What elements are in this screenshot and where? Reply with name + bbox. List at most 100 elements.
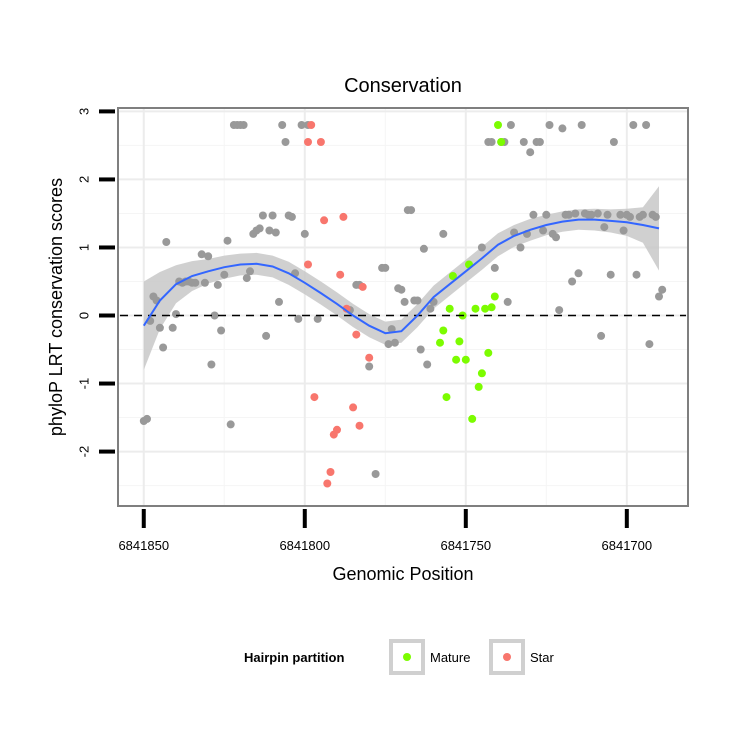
y-tick-label: 2	[77, 176, 92, 183]
legend-label-mature: Mature	[430, 650, 470, 665]
chart-title: Conservation	[344, 75, 462, 97]
star-point	[358, 282, 367, 291]
mature-point	[471, 304, 480, 313]
x-axis-ticks: 6841850 6841800 6841750 6841700	[118, 509, 652, 553]
other-point	[397, 285, 406, 294]
other-point	[426, 304, 435, 313]
mature-point	[497, 138, 506, 146]
star-point	[316, 138, 325, 146]
other-point	[239, 121, 248, 129]
other-point	[390, 338, 399, 347]
other-point	[300, 229, 309, 238]
other-point	[255, 224, 264, 233]
other-point	[384, 340, 393, 349]
other-point	[413, 296, 422, 305]
star-point	[326, 468, 335, 476]
other-point	[223, 236, 232, 245]
other-point	[651, 212, 660, 221]
legend: Hairpin partition Mature Star	[244, 639, 555, 675]
mature-point	[484, 348, 493, 357]
other-point	[365, 362, 374, 371]
x-tick-label: 6841750	[440, 538, 491, 553]
other-point	[519, 138, 528, 146]
star-point	[336, 270, 345, 279]
other-point	[275, 297, 283, 306]
other-point	[213, 280, 222, 289]
star-point	[323, 479, 332, 488]
other-point	[645, 340, 654, 349]
other-point	[191, 278, 200, 287]
other-point	[162, 238, 171, 246]
other-point	[606, 270, 615, 279]
other-point	[387, 325, 396, 334]
other-point	[619, 226, 628, 235]
legend-label-star: Star	[530, 650, 555, 665]
mature-point	[481, 304, 490, 313]
other-point	[294, 314, 303, 323]
other-point	[204, 252, 213, 261]
mature-point	[445, 304, 454, 313]
other-point	[281, 138, 290, 146]
other-point	[271, 228, 280, 237]
other-point	[407, 206, 416, 215]
mature-point	[448, 272, 457, 280]
other-point	[400, 297, 409, 306]
other-point	[642, 121, 651, 129]
smooth-curve	[142, 218, 660, 335]
other-point	[423, 360, 432, 369]
other-point	[603, 210, 612, 219]
star-point	[342, 304, 351, 313]
smooth-curve-layer	[142, 218, 660, 335]
other-point	[503, 297, 512, 306]
legend-star-marker	[503, 653, 511, 661]
other-point	[577, 121, 586, 129]
other-point	[593, 209, 602, 218]
star-point	[310, 393, 319, 402]
other-point	[564, 210, 573, 219]
mature-point	[477, 369, 486, 378]
other-point	[539, 226, 548, 235]
other-point	[313, 314, 322, 323]
legend-mature-marker	[403, 653, 411, 661]
other-point	[587, 210, 596, 219]
star-point	[339, 212, 348, 221]
other-point	[159, 343, 168, 352]
other-point	[490, 263, 499, 272]
other-point	[268, 211, 277, 220]
other-point	[262, 331, 271, 340]
other-point	[568, 277, 577, 286]
mature-point	[494, 121, 502, 129]
other-point	[207, 360, 216, 369]
other-point	[439, 229, 448, 238]
star-point	[307, 121, 316, 129]
star-point	[365, 353, 374, 362]
star-point	[349, 403, 358, 412]
legend-key-star	[489, 639, 525, 675]
other-point	[226, 420, 235, 429]
other-point	[242, 274, 251, 283]
x-tick-label: 6841850	[118, 538, 169, 553]
other-point	[552, 233, 560, 242]
other-point	[258, 211, 267, 220]
y-axis-label: phyloP LRT conservation scores	[46, 178, 66, 436]
star-point	[333, 425, 341, 434]
other-point	[574, 269, 583, 278]
mature-point	[474, 382, 483, 391]
other-point	[529, 210, 538, 219]
mature-point	[439, 326, 448, 335]
mature-point	[468, 414, 477, 423]
other-point	[609, 138, 618, 146]
x-tick-label: 6841800	[279, 538, 330, 553]
star-point	[304, 138, 312, 146]
plot-panel-background	[118, 108, 688, 506]
other-point	[143, 414, 151, 423]
y-tick-label: 1	[77, 244, 92, 251]
other-point	[220, 270, 229, 279]
other-point	[487, 138, 496, 146]
other-point	[597, 331, 606, 340]
other-point	[246, 267, 254, 276]
data-points-layer	[139, 121, 667, 488]
other-point	[197, 250, 206, 259]
other-point	[217, 326, 226, 335]
y-tick-label: 0	[77, 312, 92, 319]
